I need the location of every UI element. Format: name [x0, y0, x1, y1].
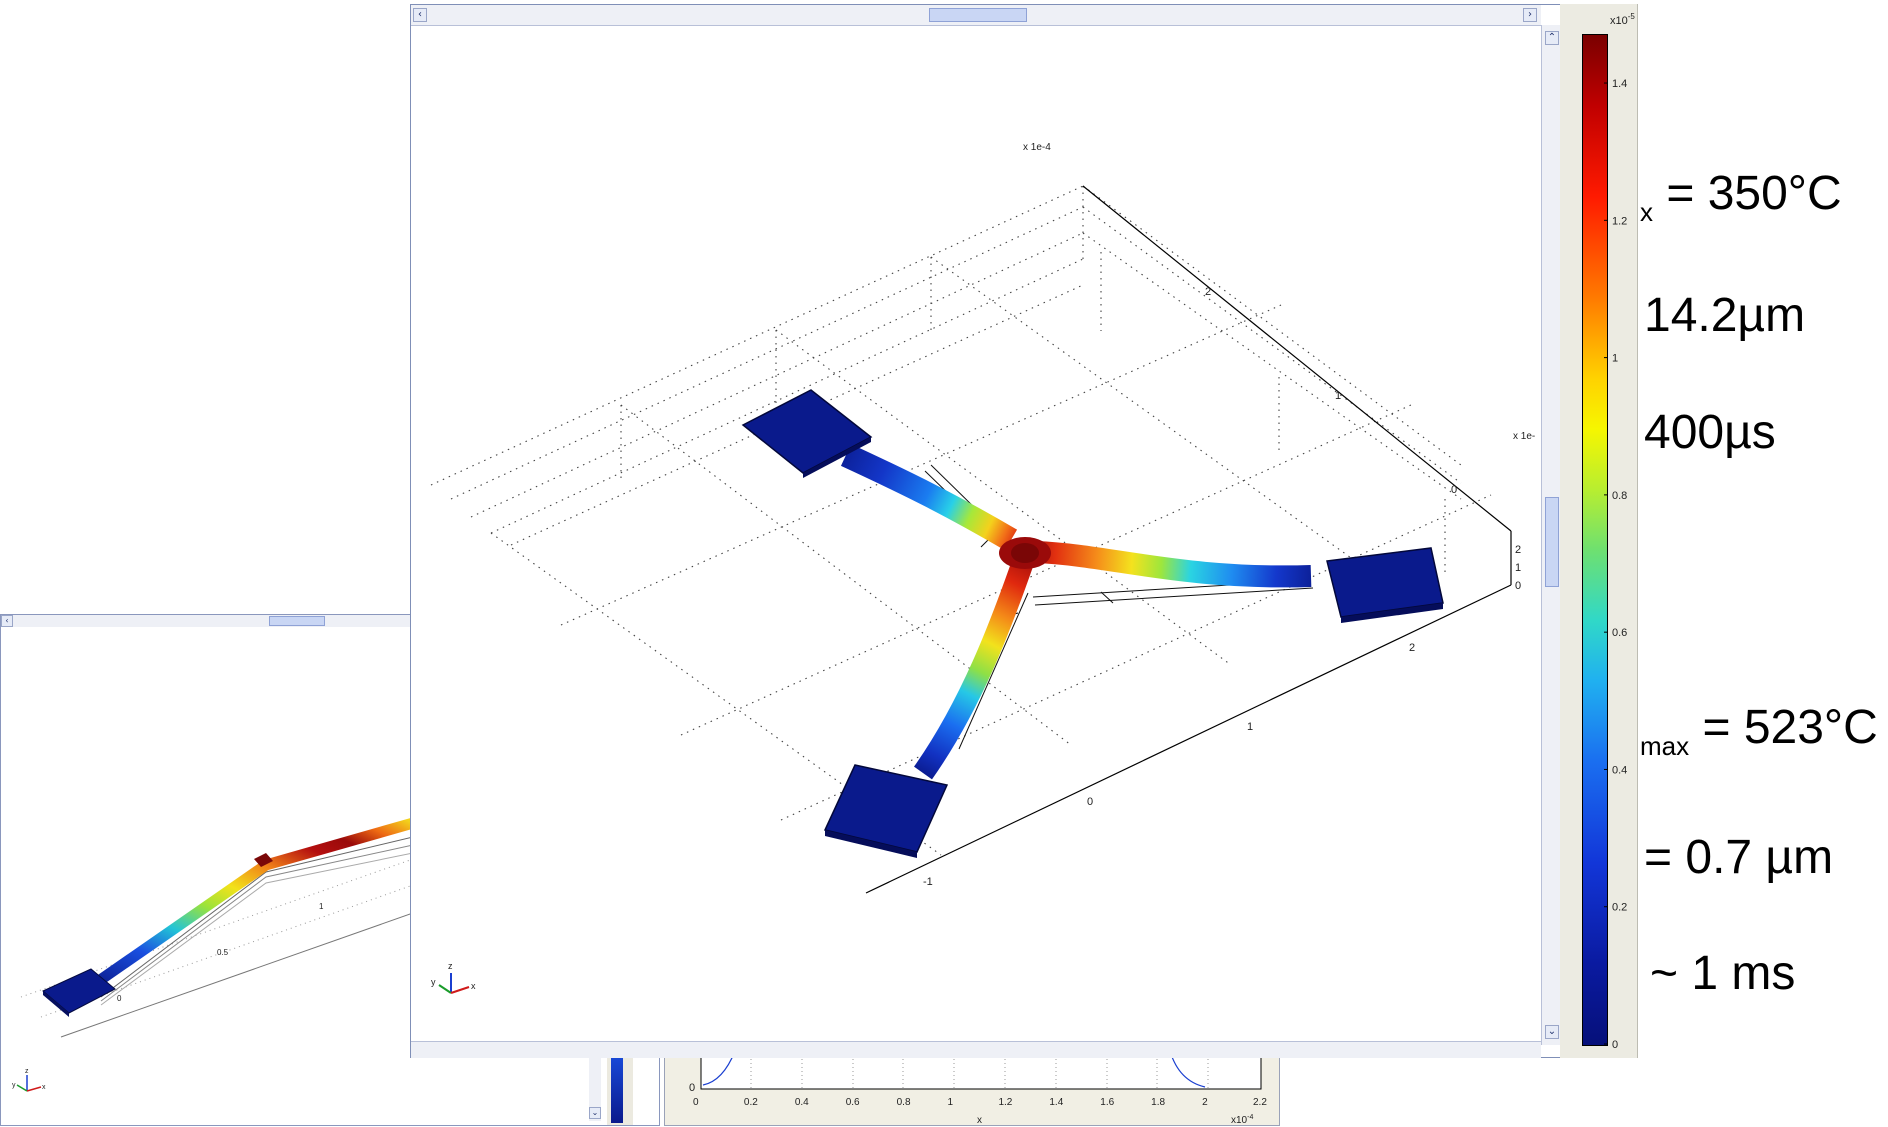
svg-text:x: x — [42, 1084, 46, 1091]
plot-x-tick-label: 0 — [693, 1097, 699, 1108]
front-tick-neg1: -1 — [923, 876, 933, 888]
left-axis-triad-icon: z y x — [12, 1068, 46, 1092]
depth-tick-1: 1 — [1335, 390, 1341, 402]
svg-text:z: z — [448, 961, 453, 971]
anchor-pad-right — [1326, 547, 1444, 623]
left-scroll-thumb[interactable] — [269, 616, 325, 626]
svg-text:z: z — [25, 1068, 29, 1075]
beam-arm-bottom — [914, 558, 1034, 780]
plot-x-tick-label: 0.6 — [846, 1097, 860, 1108]
left-vertical-scrollbar[interactable]: ⌄ — [589, 1049, 601, 1121]
plot-x-tick-label: 1.4 — [1049, 1097, 1063, 1108]
line-plot: 0 0 0.2 0.4 0.6 0.8 1 1.2 1.4 1.6 1.8 2 2.2 x x10-4 — [689, 1051, 1267, 1126]
front-tick-0: 0 — [1087, 796, 1093, 808]
colorbar-tick-label: 0.2 — [1612, 902, 1627, 914]
scroll-left-arrow-button[interactable]: ‹ — [413, 8, 427, 22]
plot-x-exponent: x10-4 — [1231, 1114, 1253, 1126]
scroll-right-arrow-button[interactable]: › — [1523, 8, 1537, 22]
colorbar-tick-label: 0 — [1612, 1039, 1618, 1051]
svg-text:x: x — [471, 981, 476, 991]
left-mini-colorbar — [607, 1049, 633, 1125]
depth-tick-0: 0 — [1451, 484, 1457, 496]
plot-x-tick-label: 0.4 — [795, 1097, 809, 1108]
colorbar-tick-label: 0.4 — [1612, 764, 1627, 776]
colorbar-tick-label: 0.8 — [1612, 490, 1627, 502]
slide-text-line-5: = 0.7 µm — [1644, 831, 1834, 884]
svg-text:y: y — [431, 977, 436, 987]
beam-arm-left — [840, 444, 1018, 551]
vert-tick-1: 1 — [1515, 562, 1521, 574]
beam-arm-right — [1035, 541, 1312, 588]
plot-y-tick-0: 0 — [689, 1082, 695, 1094]
plot-x-tick-label: 1.6 — [1100, 1097, 1114, 1108]
colorbar-tick-label: 1.4 — [1612, 78, 1627, 90]
slide-text-line-2: 14.2µm — [1644, 289, 1806, 342]
front-tick-1: 1 — [1247, 721, 1253, 733]
scroll-down-arrow-button[interactable]: ⌄ — [1545, 1025, 1559, 1039]
main-model-canvas: x 1e-4 x 1e- 2 1 0 -1 0 1 2 2 1 0 z y x — [430, 142, 1535, 994]
left-model-canvas: 0 0.5 1 z y x — [12, 817, 413, 1092]
colorbar-tick-label: 1 — [1612, 353, 1618, 365]
vert-tick-2: 2 — [1515, 544, 1521, 556]
main-vertical-scrollbar[interactable]: ⌃ ⌄ — [1541, 25, 1562, 1045]
svg-text:y: y — [12, 1082, 16, 1089]
colorbar-tick-label: 0.6 — [1612, 627, 1627, 639]
axis-frame — [865, 185, 1512, 894]
plot-x-label: x — [977, 1115, 982, 1126]
undeformed-outline — [924, 464, 1314, 750]
left-scroll-down-arrow[interactable]: ⌄ — [589, 1107, 601, 1119]
main-model-window: ‹ › ⌃ ⌄ — [410, 4, 1572, 1058]
depth-tick-2: 2 — [1205, 286, 1211, 298]
anchor-pad-bottom — [823, 764, 949, 858]
plot-x-tick-label: 1.8 — [1151, 1097, 1165, 1108]
dotted-grid — [430, 185, 1492, 856]
slide-text-line-1: x = 350°C — [1640, 167, 1842, 227]
colorbar-exponent: x10-5 — [1610, 12, 1635, 27]
axis-exponent-top: x 1e-4 — [1023, 142, 1051, 153]
colorbar-gradient — [1582, 34, 1608, 1046]
plot-x-tick-label: 1.2 — [998, 1097, 1012, 1108]
horizontal-scroll-thumb[interactable] — [929, 8, 1027, 22]
colorbar-tick-label: 1.2 — [1612, 215, 1627, 227]
plot-x-tick-label: 1 — [948, 1097, 954, 1108]
plot-x-tick-label: 0.2 — [744, 1097, 758, 1108]
plot-x-tick-label: 2.2 — [1253, 1097, 1267, 1108]
slide-text-line-4: max = 523°C — [1640, 701, 1878, 761]
scroll-up-arrow-button[interactable]: ⌃ — [1545, 31, 1559, 45]
front-tick-2: 2 — [1409, 642, 1415, 654]
main-bottom-bar — [411, 1041, 1541, 1058]
plot-x-tick-label: 2 — [1202, 1097, 1208, 1108]
line-plot-window: 0 0 0.2 0.4 0.6 0.8 1 1.2 1.4 1.6 1.8 2 2.2 x x10-4 — [664, 1050, 1280, 1126]
main-horizontal-scrollbar[interactable]: ‹ › — [411, 5, 1541, 26]
colorbar-axis: x10-5 1.4 1.2 1 0.8 0.6 0.4 0.2 0 — [1604, 12, 1635, 1051]
left-scroll-left-arrow[interactable]: ‹ — [1, 615, 13, 627]
axis-triad-icon: z y x — [431, 961, 476, 994]
anchor-pad-top-left — [741, 389, 873, 478]
vert-tick-0: 0 — [1515, 580, 1521, 592]
axis-exponent-right: x 1e- — [1513, 431, 1535, 442]
left-tick-1: 1 — [319, 902, 324, 911]
vertical-scroll-thumb[interactable] — [1545, 497, 1559, 587]
plot-x-tick-label: 0.8 — [897, 1097, 911, 1108]
colorbar-panel: x10-5 1.4 1.2 1 0.8 0.6 0.4 0.2 0 — [1560, 4, 1638, 1058]
left-tick-0: 0 — [117, 994, 122, 1003]
slide-text-line-3: 400µs — [1644, 406, 1776, 459]
slide-text-line-6: ~ 1 ms — [1650, 947, 1796, 1000]
left-tick-0.5: 0.5 — [217, 948, 229, 957]
